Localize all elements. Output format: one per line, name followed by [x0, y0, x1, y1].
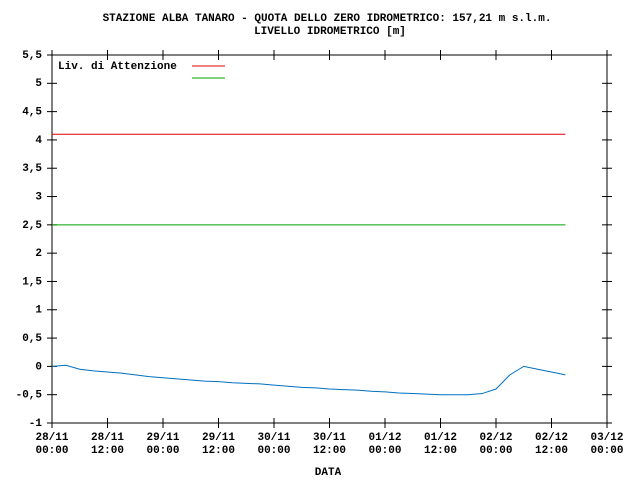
x-tick-label: 01/12 12:00 — [423, 432, 457, 457]
x-tick-label: 29/11 12:00 — [201, 432, 235, 457]
x-tick-label: 30/11 00:00 — [257, 432, 291, 457]
y-tick-label: 1,5 — [22, 276, 42, 288]
y-tick-label: 4,5 — [22, 107, 42, 119]
y-tick-label: 2,5 — [22, 220, 42, 232]
legend-label: Liv. di Attenzione — [58, 61, 177, 73]
y-tick-label: 0,5 — [22, 333, 42, 345]
x-tick-label: 28/11 00:00 — [35, 432, 69, 457]
plot-frame — [51, 54, 608, 424]
y-tick-label: 5,5 — [22, 50, 42, 62]
series-line — [51, 364, 566, 396]
y-tick-label: -1 — [29, 418, 43, 430]
y-tick-label: -0,5 — [16, 390, 43, 402]
y-tick-label: 1 — [35, 305, 42, 317]
y-tick-label: 5 — [35, 78, 42, 90]
x-tick-label: 28/11 12:00 — [90, 432, 124, 457]
y-tick-label: 0 — [35, 361, 42, 373]
x-tick-label: 02/12 00:00 — [479, 432, 513, 457]
x-tick-label: 01/12 00:00 — [368, 432, 402, 457]
chart-subtitle: LIVELLO IDROMETRICO [m] — [254, 26, 406, 38]
y-tick-label: 3,5 — [22, 163, 42, 175]
x-tick-label: 30/11 12:00 — [312, 432, 346, 457]
x-tick-label: 02/12 12:00 — [534, 432, 568, 457]
y-tick-label: 2 — [35, 248, 42, 260]
chart-title: STAZIONE ALBA TANARO - QUOTA DELLO ZERO … — [103, 13, 552, 25]
y-tick-label: 4 — [35, 135, 42, 147]
x-tick-label: 03/12 00:00 — [590, 432, 624, 457]
y-tick-label: 3 — [35, 191, 42, 203]
x-tick-label: 29/11 00:00 — [146, 432, 180, 457]
x-axis-label: DATA — [315, 467, 342, 479]
